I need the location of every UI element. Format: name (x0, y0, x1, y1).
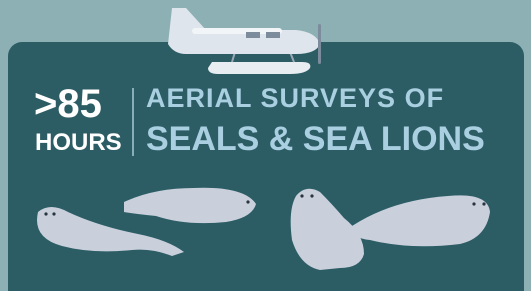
infographic: >85 HOURS AERIAL SURVEYS OF SEALS & SEA … (0, 0, 531, 291)
title-line-1: AERIAL SURVEYS OF (146, 83, 444, 113)
page: >85 HOURS AERIAL SURVEYS OF SEALS & SEA … (0, 0, 531, 291)
hours-number: >85 (34, 82, 102, 126)
panel (8, 42, 524, 291)
hours-unit: HOURS (35, 129, 122, 156)
title-line-2: SEALS & SEA LIONS (146, 120, 485, 158)
